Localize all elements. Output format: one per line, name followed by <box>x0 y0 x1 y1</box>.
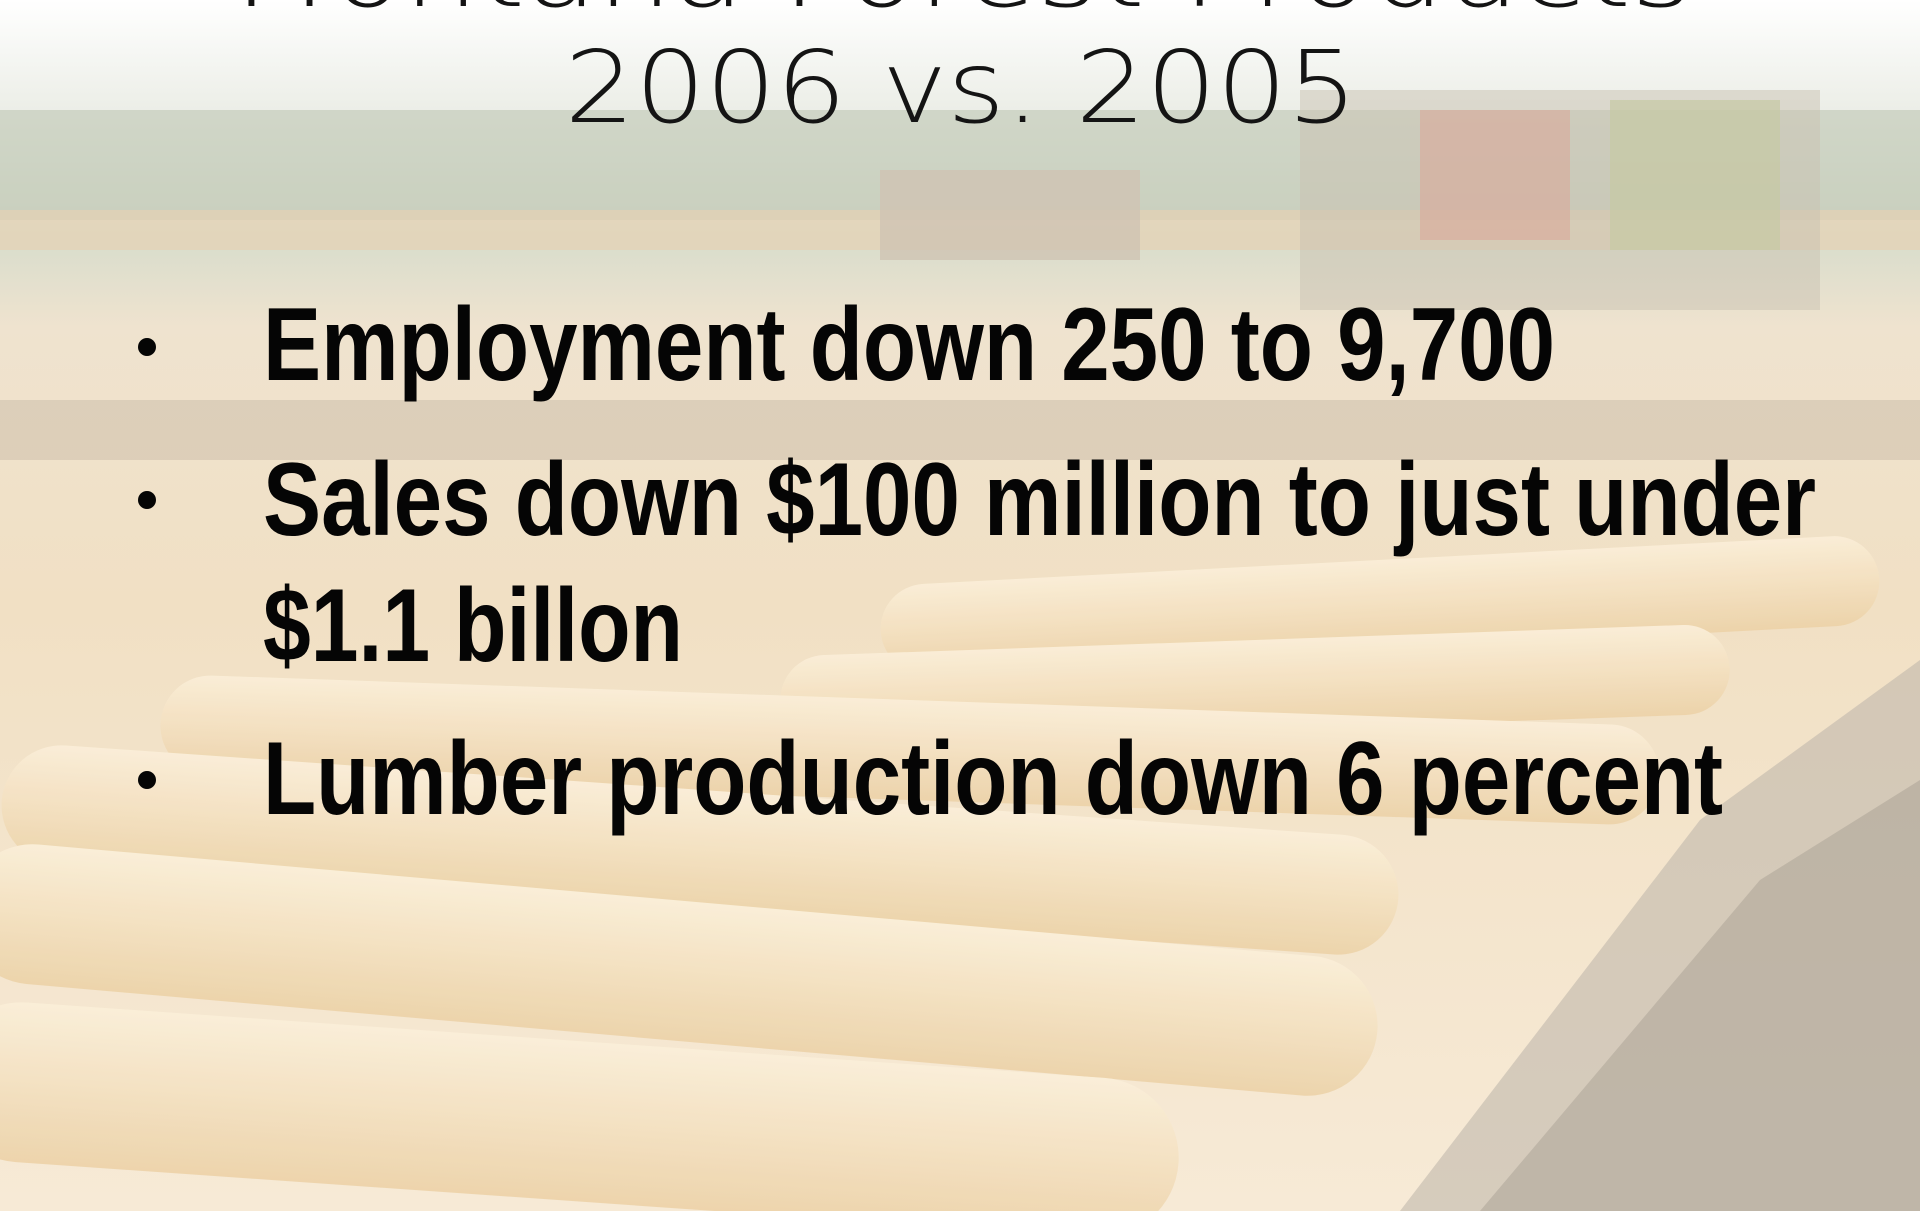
title-line: 2006 vs. 2005 <box>565 29 1358 146</box>
bullet-text: Sales down $100 million to just under <box>263 442 1816 558</box>
bullet-text: Lumber production down 6 percent <box>263 721 1723 837</box>
page: Montana Forest Products 2006 vs. 2005 Em… <box>0 0 1920 1211</box>
title-line: Montana Forest Products <box>230 0 1693 30</box>
slide: Montana Forest Products 2006 vs. 2005 Em… <box>0 0 1920 1211</box>
bullet-text: $1.1 billon <box>263 568 683 684</box>
bullet-dot <box>138 338 156 356</box>
bullet-dot <box>138 491 156 509</box>
bullet-text: Employment down 250 to 9,700 <box>263 287 1555 403</box>
bullet-dot <box>138 771 156 789</box>
